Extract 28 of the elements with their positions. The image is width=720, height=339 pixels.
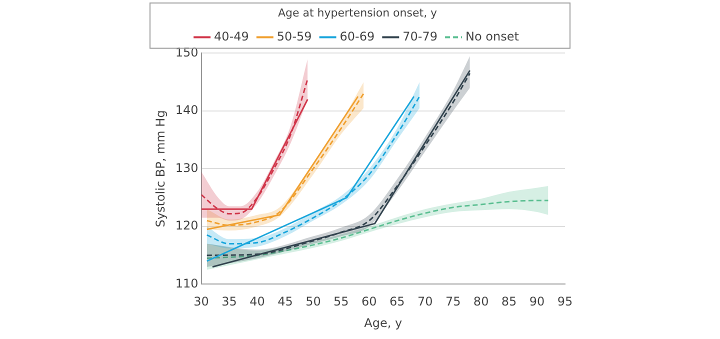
x-tick-label: 65 bbox=[390, 294, 405, 309]
x-tick-label: 35 bbox=[222, 294, 237, 309]
legend-label: No onset bbox=[466, 29, 520, 44]
line-series bbox=[201, 78, 308, 214]
legend-label: 60-69 bbox=[340, 29, 375, 44]
x-tick-label: 85 bbox=[501, 294, 517, 309]
x-tick-label: 75 bbox=[445, 294, 461, 309]
x-tick-label: 60 bbox=[362, 294, 377, 309]
y-tick-label: 130 bbox=[175, 160, 198, 175]
y-tick-label: 140 bbox=[175, 103, 198, 118]
y-axis-title: Systolic BP, mm Hg bbox=[153, 110, 168, 228]
x-tick-label: 90 bbox=[529, 294, 545, 309]
legend-label: 40-49 bbox=[214, 29, 249, 44]
x-tick-label: 95 bbox=[557, 294, 573, 309]
legend-title: Age at hypertension onset, y bbox=[278, 6, 438, 20]
y-tick-label: 110 bbox=[175, 276, 198, 290]
legend-label: 50-59 bbox=[276, 29, 312, 44]
x-axis-title: Age, y bbox=[364, 316, 402, 330]
x-tick-label: 55 bbox=[334, 294, 349, 309]
line-series bbox=[206, 200, 549, 259]
x-tick-label: 80 bbox=[473, 294, 489, 309]
x-tick-label: 30 bbox=[194, 294, 209, 309]
y-tick-label: 120 bbox=[175, 218, 198, 233]
x-tick-label: 45 bbox=[278, 294, 293, 309]
x-tick-label: 40 bbox=[250, 294, 265, 309]
x-tick-label: 70 bbox=[417, 294, 433, 309]
legend-label: 70-79 bbox=[402, 29, 438, 44]
x-tick-label: 50 bbox=[306, 294, 321, 309]
